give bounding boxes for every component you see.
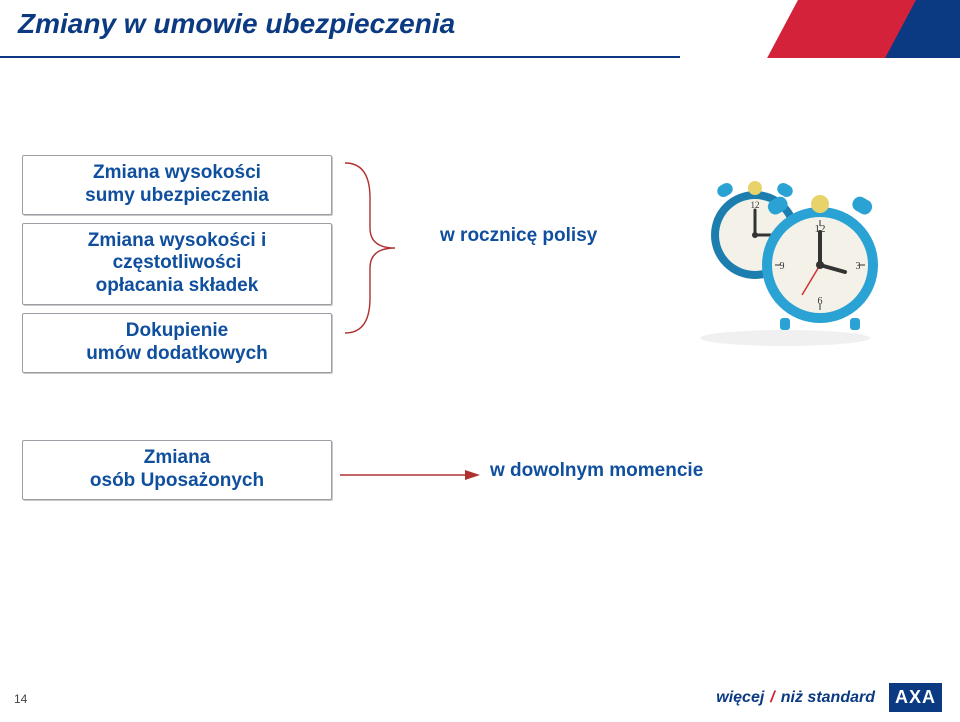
title-underline bbox=[0, 56, 680, 58]
corner-wedge bbox=[730, 0, 960, 58]
box-line: Zmiana wysokości i częstotliwości bbox=[27, 230, 327, 276]
footer: więcej / niż standard AXA bbox=[716, 683, 942, 712]
slide-title: Zmiany w umowie ubezpieczenia bbox=[18, 8, 455, 40]
footer-slogan-left: więcej bbox=[716, 689, 764, 707]
box-line: sumy ubezpieczenia bbox=[27, 185, 327, 208]
page-number: 14 bbox=[14, 692, 27, 706]
title-bar: Zmiany w umowie ubezpieczenia bbox=[0, 0, 960, 70]
label-anytime: w dowolnym momencie bbox=[490, 460, 703, 482]
axa-logo: AXA bbox=[889, 683, 942, 712]
content-area: Zmiana wysokości sumy ubezpieczenia Zmia… bbox=[0, 70, 960, 630]
box-line: Dokupienie bbox=[27, 320, 327, 343]
box-beneficiaries: Zmiana osób Uposażonych bbox=[22, 440, 332, 500]
clock-icon: 12 12 3 6 9 bbox=[675, 160, 885, 350]
box-frequency-change: Zmiana wysokości i częstotliwości opłaca… bbox=[22, 223, 332, 305]
box-addons: Dokupienie umów dodatkowych bbox=[22, 313, 332, 373]
box-group-top: Zmiana wysokości sumy ubezpieczenia Zmia… bbox=[22, 155, 332, 381]
box-group-bottom: Zmiana osób Uposażonych bbox=[22, 440, 332, 508]
box-line: Zmiana wysokości bbox=[27, 162, 327, 185]
box-sum-change: Zmiana wysokości sumy ubezpieczenia bbox=[22, 155, 332, 215]
arrow-icon bbox=[340, 467, 480, 477]
svg-text:12: 12 bbox=[751, 200, 760, 210]
box-line: Zmiana bbox=[27, 447, 327, 470]
box-line: osób Uposażonych bbox=[27, 470, 327, 493]
svg-text:9: 9 bbox=[780, 261, 785, 272]
svg-text:3: 3 bbox=[856, 261, 861, 272]
footer-slash: / bbox=[770, 689, 774, 707]
footer-slogan-right: niż standard bbox=[781, 689, 875, 707]
label-anniversary: w rocznicę polisy bbox=[440, 225, 597, 247]
axa-logo-text: AXA bbox=[889, 683, 942, 712]
box-line: umów dodatkowych bbox=[27, 343, 327, 366]
svg-text:6: 6 bbox=[818, 296, 823, 307]
box-line: opłacania składek bbox=[27, 275, 327, 298]
bracket-icon bbox=[340, 158, 430, 338]
